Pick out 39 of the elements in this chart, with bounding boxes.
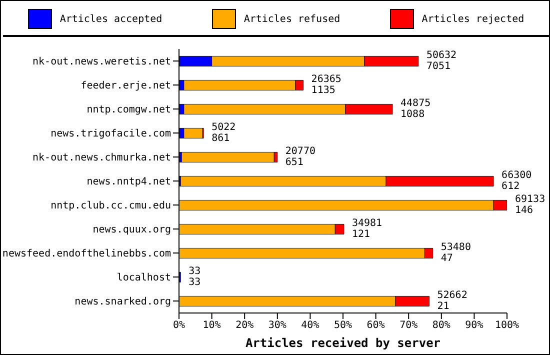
y-tick-label: newsfeed.endofthelinebbs.com	[2, 248, 171, 260]
legend-label: Articles accepted	[58, 12, 162, 26]
x-tick-label: 50%	[334, 320, 352, 332]
y-tick-label: localhost	[116, 272, 171, 284]
legend-label: Articles refused	[242, 12, 340, 26]
legend-label: Articles rejected	[420, 12, 524, 26]
y-tick-label: news.nntp4.net	[86, 176, 171, 188]
annotation: 50632 7051	[426, 50, 457, 72]
annotation: 34981 121	[352, 218, 382, 240]
annotation: 44875 1088	[400, 98, 431, 120]
x-tick-label: 10%	[202, 320, 221, 332]
annotation: 5022 861	[212, 122, 236, 144]
x-tick-label: 80%	[432, 320, 450, 332]
x-tick-label: 40%	[301, 320, 320, 332]
x-tick-label: 20%	[236, 320, 254, 332]
x-tick-label: 70%	[400, 320, 418, 332]
annotation: 53480 47	[440, 242, 471, 264]
x-axis-title: Articles received by server	[245, 336, 441, 350]
y-tick-label: nk-out.news.chmurka.net	[32, 152, 171, 164]
bar	[181, 152, 274, 162]
y-tick-label: nk-out.news.weretis.net	[32, 56, 171, 68]
bar	[184, 128, 203, 138]
y-tick-label: feeder.erje.net	[80, 80, 171, 92]
y-tick-label: nntp.club.cc.cmu.edu	[50, 200, 171, 212]
x-tick-label: 90%	[465, 320, 484, 332]
x-tick-label: 60%	[366, 320, 385, 332]
x-tick-label: 100%	[494, 320, 520, 332]
y-tick-label: news.quux.org	[92, 224, 171, 236]
annotation: 66300 612	[502, 170, 532, 192]
annotation: 33 33	[188, 266, 201, 288]
annotation: 69133 146	[515, 194, 546, 216]
y-tick-label: nntp.comgw.net	[86, 104, 171, 116]
y-tick-label: news.trigofacile.com	[50, 128, 171, 140]
annotation: 26365 1135	[311, 74, 342, 96]
annotation: 52662 21	[437, 290, 468, 312]
annotation: 20770 651	[285, 146, 316, 168]
x-tick-label: 30%	[268, 320, 286, 332]
x-tick-label: 0%	[172, 320, 186, 332]
y-tick-label: news.snarked.org	[74, 296, 171, 308]
